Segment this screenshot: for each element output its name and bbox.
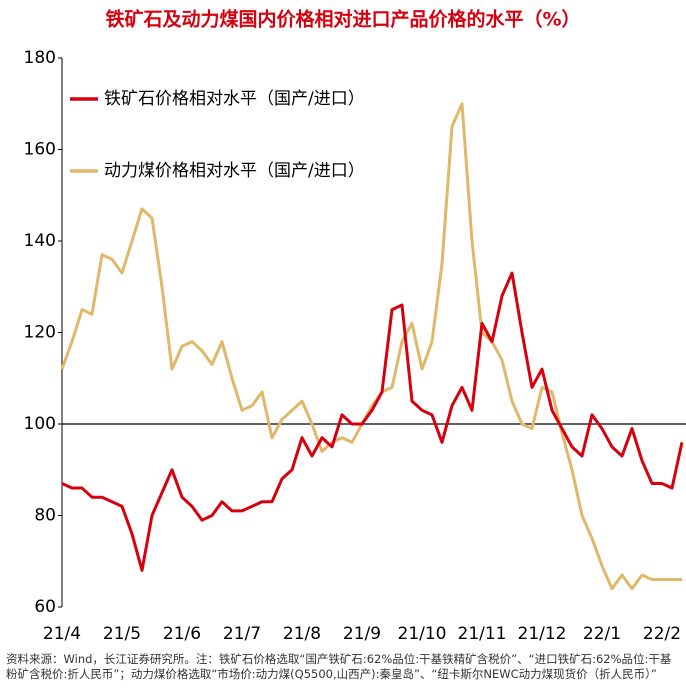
x-tick-label: 22/2 <box>643 624 681 644</box>
y-tick-label: 180 <box>24 48 56 68</box>
x-tick-label: 21/4 <box>43 624 81 644</box>
y-tick-label: 100 <box>24 414 56 434</box>
x-tick-label: 21/11 <box>458 624 507 644</box>
x-tick-label: 21/7 <box>223 624 261 644</box>
y-tick-label: 140 <box>24 231 56 251</box>
legend-label: 动力煤价格相对水平（国产/进口） <box>104 161 365 181</box>
y-tick-label: 60 <box>34 597 56 617</box>
legend-label: 铁矿石价格相对水平（国产/进口） <box>104 89 365 109</box>
x-tick-label: 21/6 <box>163 624 201 644</box>
y-tick-label: 120 <box>24 323 56 343</box>
y-tick-label: 160 <box>24 140 56 160</box>
x-tick-label: 21/5 <box>103 624 141 644</box>
x-tick-label: 22/1 <box>583 624 621 644</box>
x-tick-label: 21/12 <box>518 624 567 644</box>
series-line <box>60 102 682 591</box>
chart-title: 铁矿石及动力煤国内价格相对进口产品价格的水平（%） <box>105 8 580 31</box>
x-tick-label: 21/8 <box>283 624 321 644</box>
footnote: 资料来源：Wind，长江证券研究所。注：铁矿石价格选取“国产铁矿石:62%品位:… <box>6 652 672 681</box>
x-tick-label: 21/9 <box>343 624 381 644</box>
series-line <box>61 271 684 572</box>
chart: 铁矿石及动力煤国内价格相对进口产品价格的水平（%） 60 80 100 120 140 1… <box>24 8 686 644</box>
x-tick-label: 21/10 <box>398 624 447 644</box>
y-tick-label: 80 <box>34 506 56 526</box>
